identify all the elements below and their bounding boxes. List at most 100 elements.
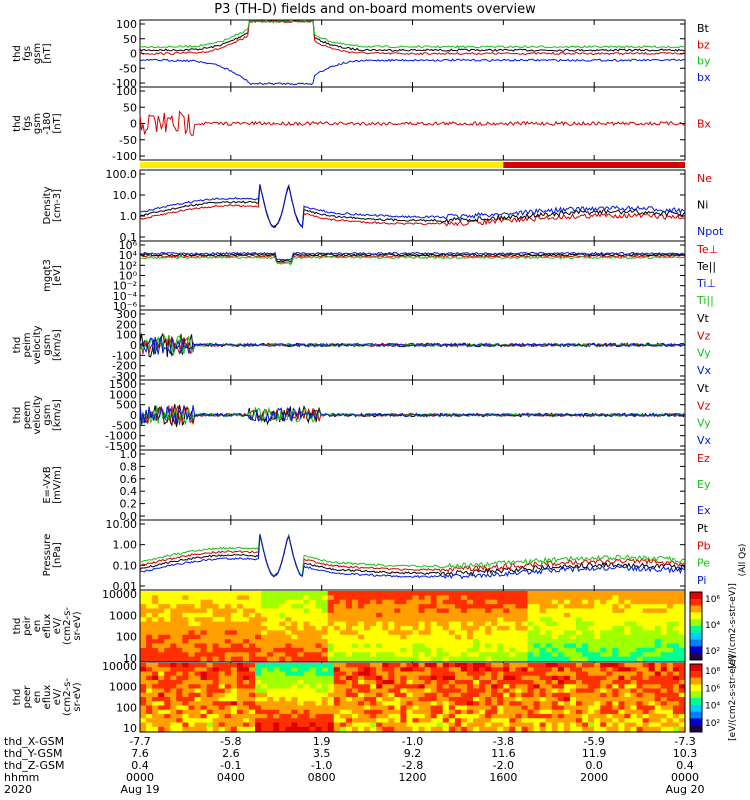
heatmap-cell xyxy=(224,701,232,706)
heatmap-cell xyxy=(236,652,244,658)
heatmap-cell xyxy=(497,684,504,689)
heatmap-cell xyxy=(170,652,177,658)
heatmap-cell xyxy=(176,595,183,601)
heatmap-cell xyxy=(351,701,359,706)
heatmap-cell xyxy=(642,617,650,623)
heatmap-cell xyxy=(606,697,613,702)
heatmap-cell xyxy=(406,718,413,723)
heatmap-cell xyxy=(339,621,347,627)
heatmap-cell xyxy=(212,667,220,672)
heatmap-cell xyxy=(485,663,492,668)
heatmap-cell xyxy=(140,714,147,719)
heatmap-cell xyxy=(388,656,395,662)
heatmap-cell xyxy=(358,591,365,596)
heatmap-cell xyxy=(182,688,189,694)
heatmap-cell xyxy=(285,697,292,702)
heatmap-cell xyxy=(660,630,668,636)
heatmap-cell xyxy=(291,709,298,715)
heatmap-cell xyxy=(146,688,153,694)
heatmap-cell xyxy=(339,684,347,689)
xaxis-value: 10.3 xyxy=(673,747,698,760)
heatmap-cell xyxy=(618,630,625,636)
heatmap-cell xyxy=(400,675,407,681)
heatmap-cell xyxy=(146,709,153,715)
heatmap-cell xyxy=(539,675,547,681)
heatmap-cell xyxy=(654,680,662,685)
heatmap-cell xyxy=(479,612,486,618)
heatmap-cell xyxy=(479,647,486,653)
heatmap-cell xyxy=(636,692,644,698)
heatmap-cell xyxy=(309,652,317,658)
heatmap-cell xyxy=(576,709,583,715)
heatmap-cell xyxy=(672,718,680,723)
heatmap-cell xyxy=(636,634,644,640)
heatmap-cell xyxy=(666,630,674,636)
heatmap-cell xyxy=(315,591,323,596)
heatmap-cell xyxy=(594,591,601,596)
heatmap-cell xyxy=(182,714,189,719)
heatmap-cell xyxy=(182,643,189,649)
heatmap-cell xyxy=(588,722,595,728)
heatmap-cell xyxy=(527,643,535,649)
heatmap-cell xyxy=(576,692,583,698)
heatmap-cell xyxy=(582,684,589,689)
heatmap-cell xyxy=(436,684,444,689)
heatmap-cell xyxy=(242,612,250,618)
heatmap-cell xyxy=(424,714,432,719)
heatmap-cell xyxy=(170,656,177,662)
heatmap-cell xyxy=(364,591,371,596)
heatmap-cell xyxy=(206,608,214,614)
heatmap-cell xyxy=(249,621,256,627)
heatmap-cell xyxy=(666,697,674,702)
heatmap-cell xyxy=(358,709,365,715)
series-temperature-2 xyxy=(139,251,686,261)
heatmap-cell xyxy=(327,667,335,672)
heatmap-cell xyxy=(291,621,298,627)
heatmap-cell xyxy=(200,617,208,623)
heatmap-cell xyxy=(582,595,589,601)
heatmap-cell xyxy=(279,705,286,711)
heatmap-cell xyxy=(412,656,420,662)
xaxis-value: -3.8 xyxy=(493,735,514,748)
heatmap-cell xyxy=(382,656,389,662)
heatmap-cell xyxy=(539,647,547,653)
heatmap-cell xyxy=(339,626,347,631)
heatmap-cell xyxy=(473,705,480,711)
heatmap-cell xyxy=(636,671,644,677)
heatmap-cell xyxy=(176,705,183,711)
heatmap-cell xyxy=(606,647,613,653)
heatmap-cell xyxy=(600,626,607,631)
heatmap-cell xyxy=(152,612,159,618)
heatmap-cell xyxy=(394,688,401,694)
heatmap-cell xyxy=(370,718,377,723)
heatmap-cell xyxy=(539,701,547,706)
heatmap-cell xyxy=(527,634,535,640)
heatmap-cell xyxy=(212,663,220,668)
heatmap-cell xyxy=(309,692,317,698)
heatmap-cell xyxy=(218,684,226,689)
xaxis-value: -2.8 xyxy=(402,759,423,772)
ylabel-line: [nPa] xyxy=(52,542,63,568)
heatmap-cell xyxy=(527,626,535,631)
heatmap-cell xyxy=(400,688,407,694)
heatmap-cell xyxy=(660,617,668,623)
heatmap-cell xyxy=(582,692,589,698)
heatmap-cell xyxy=(279,604,286,609)
heatmap-cell xyxy=(582,680,589,685)
heatmap-cell xyxy=(400,591,407,596)
heatmap-cell xyxy=(473,663,480,668)
heatmap-cell xyxy=(400,714,407,719)
heatmap-cell xyxy=(678,643,686,649)
heatmap-cell xyxy=(242,675,250,681)
heatmap-cell xyxy=(678,684,686,689)
heatmap-cell xyxy=(206,684,214,689)
heatmap-cell xyxy=(666,705,674,711)
heatmap-cell xyxy=(448,591,456,596)
heatmap-cell xyxy=(648,643,656,649)
heatmap-cell xyxy=(376,634,383,640)
ylabel-line: gsm xyxy=(32,43,43,64)
heatmap-cell xyxy=(430,671,438,677)
heatmap-cell xyxy=(527,684,535,689)
heatmap-cell xyxy=(678,639,686,644)
